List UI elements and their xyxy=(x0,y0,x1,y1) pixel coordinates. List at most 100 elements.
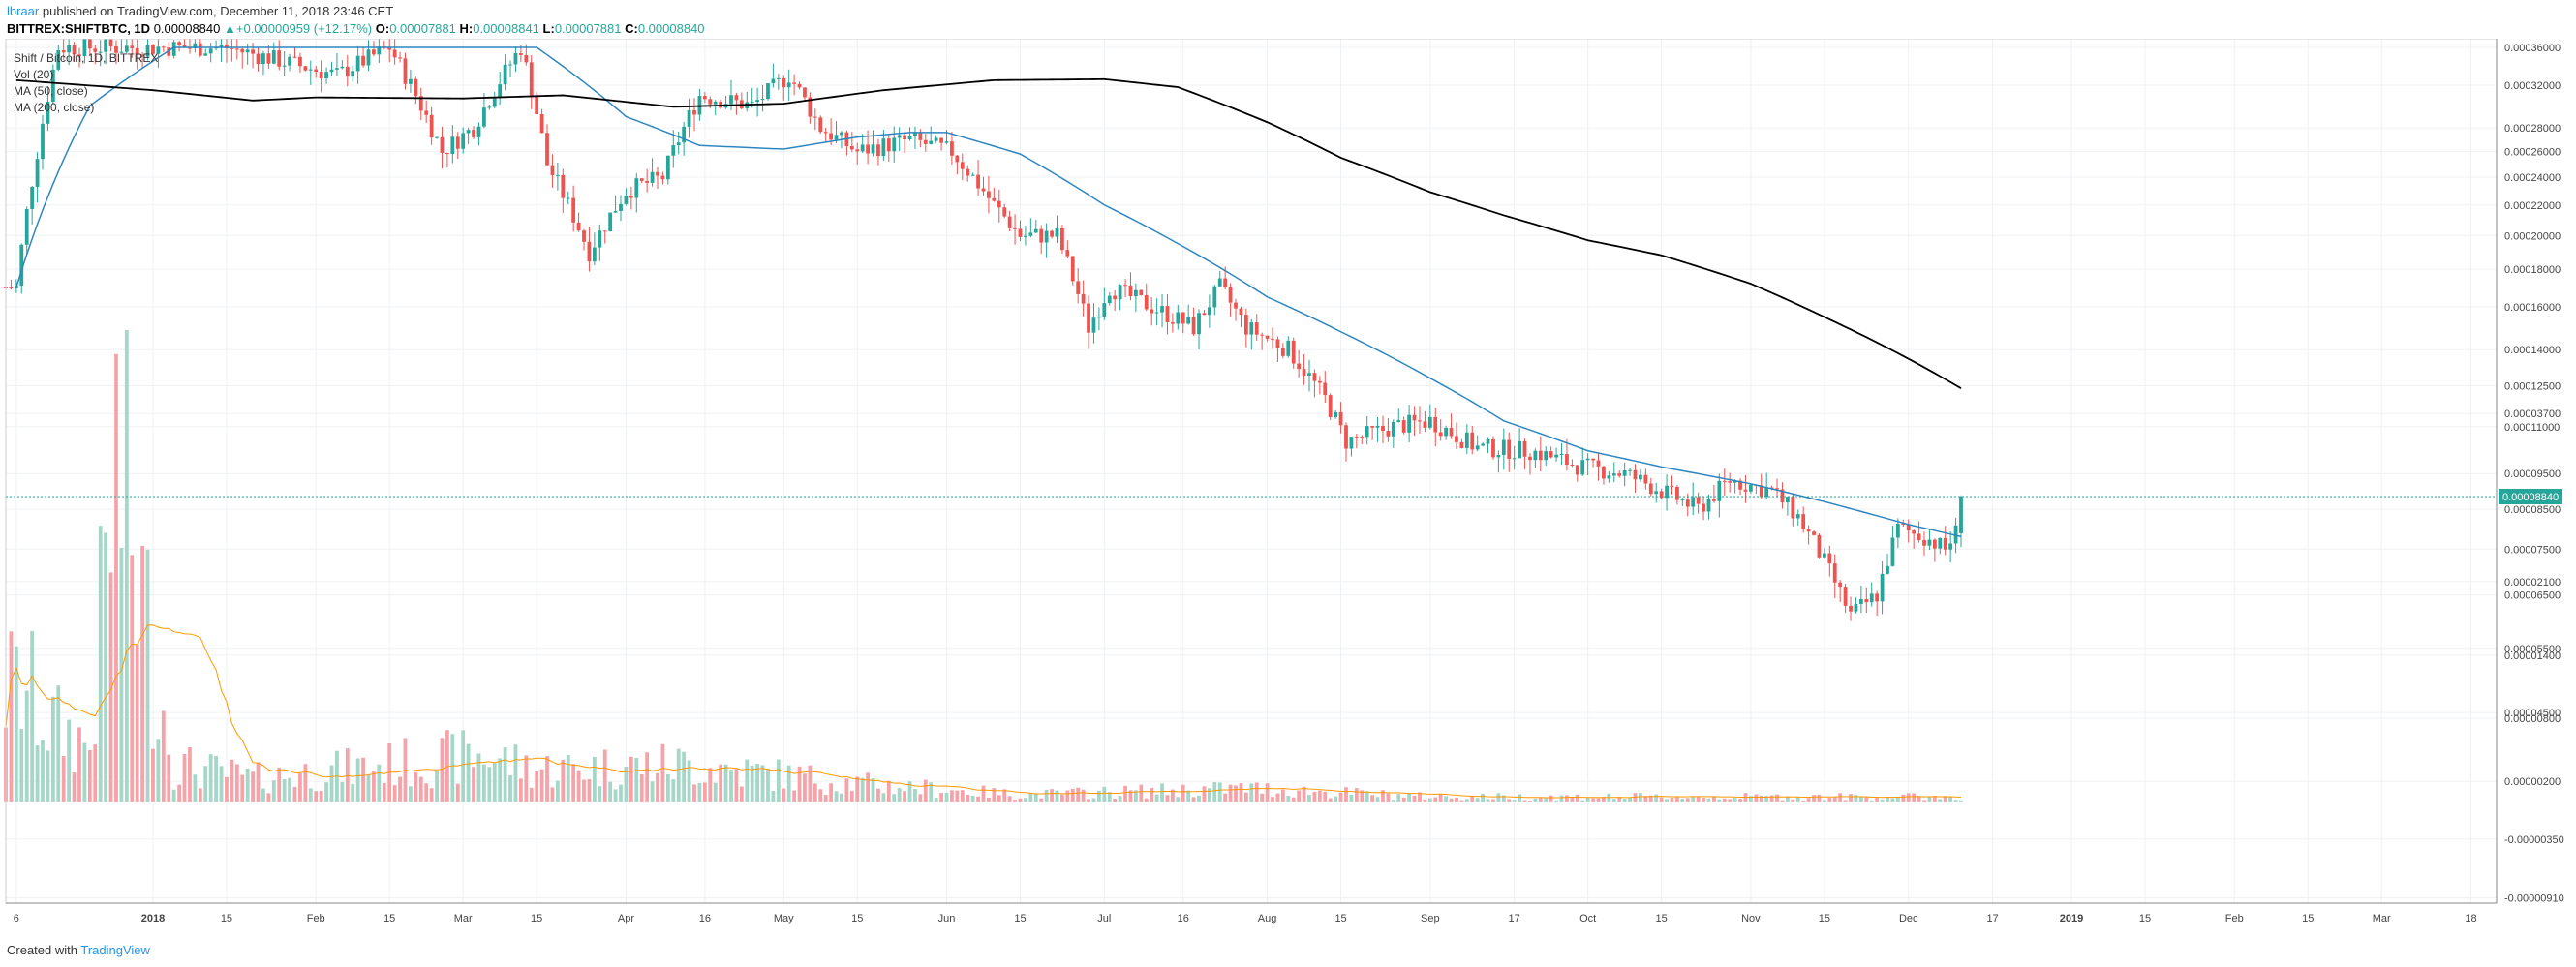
volume-bar xyxy=(1906,793,1911,802)
volume-bar xyxy=(1512,800,1517,802)
volume-bar xyxy=(1407,793,1412,802)
volume-bar xyxy=(1754,794,1759,802)
volume-bar xyxy=(508,774,512,802)
volume-bar xyxy=(1065,790,1070,802)
volume-bar xyxy=(277,767,282,802)
candle-body xyxy=(1580,460,1585,475)
candle-body xyxy=(1659,491,1664,499)
volume-bar xyxy=(382,782,386,802)
volume-bar xyxy=(1024,798,1027,802)
volume-bar xyxy=(1633,793,1638,802)
volume-bar xyxy=(576,770,581,802)
high-label: H: xyxy=(459,21,474,36)
volume-bar xyxy=(776,759,781,802)
candle-body xyxy=(1107,295,1112,304)
candle-body xyxy=(1628,469,1632,471)
candle-body xyxy=(1869,593,1874,603)
volume-bar xyxy=(1344,787,1348,802)
price-change: +0.00000959 (+12.17%) xyxy=(235,21,373,36)
volume-bar xyxy=(1785,796,1790,802)
volume-bar xyxy=(860,777,865,802)
legend-volume[interactable]: Vol (20) xyxy=(14,68,53,81)
volume-bar xyxy=(1959,800,1963,802)
candle-body xyxy=(1912,530,1917,534)
candle-body xyxy=(61,50,66,53)
volume-bar xyxy=(1764,796,1769,802)
volume-bar xyxy=(692,784,696,802)
candle-body xyxy=(1775,488,1779,490)
candle-body xyxy=(1570,465,1575,467)
volume-bar xyxy=(808,765,813,802)
price-tick-label: 0.00024000 xyxy=(2504,172,2561,184)
candlestick-chart[interactable]: 0.00036000 0.00032000 0.00028000 0.00026000… xyxy=(0,39,2576,939)
candle-body xyxy=(1176,312,1181,324)
candle-body xyxy=(440,136,445,153)
candle-body xyxy=(114,45,118,53)
time-tick-label: Feb xyxy=(2225,913,2244,924)
volume-bar xyxy=(1386,793,1391,802)
candle-body xyxy=(340,66,345,69)
candle-body xyxy=(576,222,581,231)
legend-ma50[interactable]: MA (50, close) xyxy=(14,84,88,98)
volume-bar xyxy=(61,755,66,802)
candle-body xyxy=(855,149,860,152)
candle-body xyxy=(167,47,171,56)
volume-bar xyxy=(1455,797,1458,802)
candle-body xyxy=(639,178,644,181)
candle-body xyxy=(372,49,376,55)
candle-body xyxy=(351,71,355,77)
candle-body xyxy=(1338,411,1343,426)
candle-body xyxy=(1702,503,1705,512)
volume-bar xyxy=(414,771,418,802)
volume-bar xyxy=(1880,799,1885,802)
candle-body xyxy=(1139,289,1144,295)
volume-bar xyxy=(629,756,633,802)
candle-body xyxy=(1733,480,1737,483)
volume-bar xyxy=(1712,796,1716,802)
candle-body xyxy=(561,174,566,198)
time-tick-label: 15 xyxy=(531,913,542,924)
candle-body xyxy=(429,114,434,138)
price-tick-label: 0.00012500 xyxy=(2504,381,2561,393)
volume-bar xyxy=(1154,794,1159,802)
author-link[interactable]: lbraar xyxy=(7,4,40,18)
volume-bar xyxy=(372,771,376,802)
candle-body xyxy=(1812,531,1816,535)
candle-body xyxy=(1081,293,1086,304)
volume-bar xyxy=(976,796,980,802)
candle-body xyxy=(1401,420,1406,433)
candle-body xyxy=(1654,491,1659,495)
volume-bar xyxy=(1780,800,1785,802)
volume-bar xyxy=(1696,797,1701,802)
time-tick-label: May xyxy=(774,913,794,924)
legend-ma200[interactable]: MA (200, close) xyxy=(14,101,94,114)
tradingview-logo-link[interactable]: TradingView xyxy=(80,943,150,957)
volume-bar xyxy=(944,792,949,802)
volume-bar xyxy=(1801,800,1806,802)
price-tick-label: 0.00005500 xyxy=(2504,644,2561,655)
candle-body xyxy=(1123,285,1127,287)
candle-body xyxy=(282,65,287,67)
candle-body xyxy=(177,42,182,45)
candle-body xyxy=(645,180,650,183)
candle-body xyxy=(445,152,449,155)
volume-bar xyxy=(1334,796,1338,802)
candle-body xyxy=(435,136,439,138)
volume-bar xyxy=(813,783,817,802)
volume-bar xyxy=(355,758,360,802)
volume-bar xyxy=(1328,798,1333,802)
volume-bar xyxy=(435,771,439,802)
candle-body xyxy=(251,49,255,54)
candle-body xyxy=(1065,250,1070,257)
volume-bar xyxy=(1197,795,1201,802)
candle-body xyxy=(203,53,208,56)
price-tick-label: 0.00026000 xyxy=(2504,147,2561,159)
volume-bar xyxy=(782,788,786,802)
volume-bar xyxy=(1702,797,1705,802)
volume-bar xyxy=(1869,800,1874,802)
candle-body xyxy=(1890,537,1895,566)
candle-body xyxy=(939,137,943,143)
volume-bar xyxy=(288,777,291,802)
volume-tick-label: 0.00003700 xyxy=(2504,408,2561,420)
volume-bar xyxy=(602,749,607,802)
